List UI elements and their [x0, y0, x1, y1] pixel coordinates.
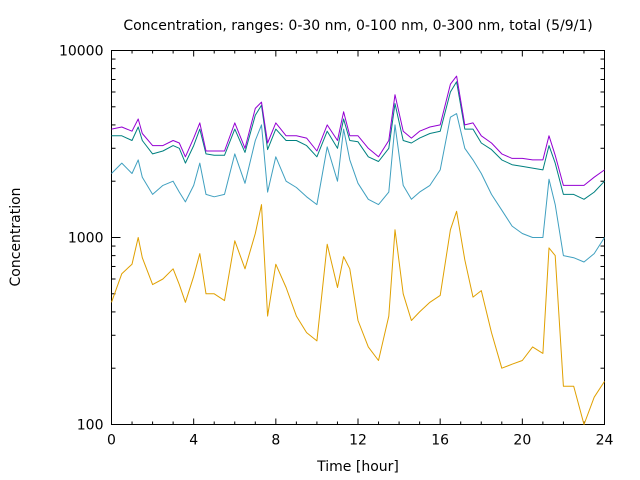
x-axis-label: Time [hour] — [316, 459, 399, 475]
y-tick-label: 100 — [77, 418, 104, 434]
x-tick-label: 16 — [431, 433, 449, 449]
y-tick-label: 1000 — [68, 231, 104, 247]
series-line-1 — [111, 204, 605, 425]
x-tick-label: 4 — [189, 433, 198, 449]
x-tick-label: 8 — [271, 433, 280, 449]
series-group — [111, 75, 605, 425]
x-tick-label: 20 — [513, 433, 531, 449]
series-line-3 — [111, 81, 605, 200]
x-tick-label: 0 — [107, 433, 116, 449]
y-axis: 100 1000 10000 — [59, 44, 605, 434]
chart-title: Concentration, ranges: 0-30 nm, 0-100 nm… — [123, 18, 592, 34]
x-axis: 0 4 8 12 16 20 24 — [107, 50, 614, 449]
series-line-4 — [111, 75, 605, 186]
x-tick-label: 12 — [349, 433, 367, 449]
y-tick-label: 10000 — [59, 44, 104, 60]
series-line-2 — [111, 113, 605, 263]
x-tick-label: 24 — [596, 433, 614, 449]
y-axis-label: Concentration — [8, 187, 24, 286]
plot-area: 0 4 8 12 16 20 24 100 1000 10000 — [59, 44, 614, 449]
